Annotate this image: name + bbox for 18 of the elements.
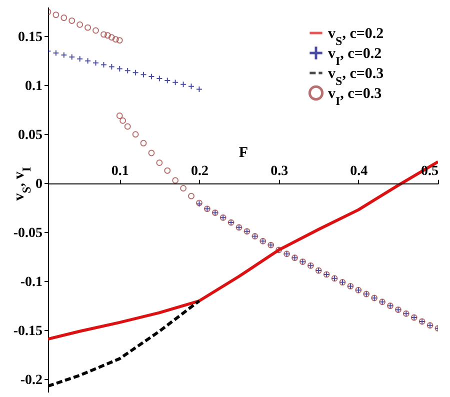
legend-label: v$_{I}$, c=0.3: [328, 86, 382, 108]
x-tick-label: 0.3: [270, 164, 288, 179]
x-tick-label: 0.1: [111, 164, 129, 179]
x-axis-title: F: [238, 144, 248, 161]
y-tick-label: -0.1: [20, 274, 42, 290]
y-tick-label: 0.05: [18, 128, 42, 143]
legend-label: v$_{I}$, c=0.2: [328, 46, 382, 68]
x-tick-label: 0.5: [421, 164, 438, 179]
x-tick-label: 0.2: [190, 164, 208, 179]
y-tick-label: -0.05: [13, 226, 42, 241]
y-tick-label: 0: [36, 176, 42, 192]
y-tick-label: -0.2: [20, 372, 42, 388]
legend-label: v$_{S}$, c=0.3: [328, 66, 384, 88]
y-tick-label: 0.1: [25, 78, 42, 94]
legend-label: v$_{S}$, c=0.2: [328, 26, 384, 48]
y-tick-label: 0.15: [18, 30, 42, 45]
y-tick-label: -0.15: [13, 324, 42, 339]
x-tick-label: 0.4: [350, 164, 368, 179]
